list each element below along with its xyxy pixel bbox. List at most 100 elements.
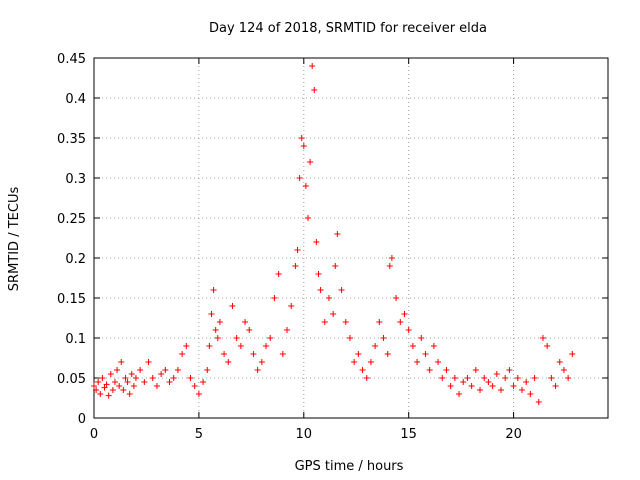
data-point [271,295,278,301]
data-point [405,327,412,333]
data-point [93,387,100,393]
data-point [166,379,173,385]
data-point [141,379,148,385]
y-tick-labels: 0 0.05 0.1 0.15 0.2 0.25 0.3 0.35 0.4 0.45 [57,52,86,427]
plot-area: 0 5 10 15 20 0 0.05 0.1 0.15 0.2 0.25 0.3 0.35 0.4 0.… [57,52,609,442]
data-point [210,287,217,293]
y-tick-label: 0.1 [65,332,86,347]
data-point [418,335,425,341]
data-point [298,135,305,141]
data-point [302,183,309,189]
data-point [539,335,546,341]
y-tick-label: 0.4 [65,92,86,107]
data-point [332,263,339,269]
data-point [439,375,446,381]
data-point [414,359,421,365]
data-point [523,379,530,385]
x-tick-label: 15 [400,427,417,442]
data-point [99,375,106,381]
data-point [304,215,311,221]
data-point [307,159,314,165]
data-point [477,387,484,393]
data-point [128,371,135,377]
data-point [552,383,559,389]
data-point [447,383,454,389]
data-point [145,359,152,365]
data-point [216,319,223,325]
data-point [153,383,160,389]
data-point [137,367,144,373]
data-point [130,383,137,389]
data-point [179,351,186,357]
data-point [464,375,471,381]
data-point [233,335,240,341]
data-point [170,375,177,381]
data-point [342,319,349,325]
chart-title: Day 124 of 2018, SRMTID for receiver eld… [209,21,487,36]
data-point [502,375,509,381]
data-point [191,383,198,389]
data-point [535,399,542,405]
data-point [95,379,102,385]
data-point [126,391,133,397]
data-point [267,335,274,341]
x-tick-labels: 0 5 10 15 20 [90,427,522,442]
data-point [363,375,370,381]
data-point [212,327,219,333]
data-point [105,392,112,399]
data-point [485,379,492,385]
x-tick-label: 10 [296,427,313,442]
data-point [481,375,488,381]
data-point [114,367,121,373]
data-point [258,359,265,365]
data-point [237,343,244,349]
data-point [242,319,249,325]
data-point [204,367,211,373]
data-point [359,367,366,373]
data-point [279,351,286,357]
data-point [284,327,291,333]
data-point [250,351,257,357]
data-point [518,387,525,393]
data-point [506,367,513,373]
data-point [109,387,116,393]
data-point [367,359,374,365]
data-point [388,255,395,261]
data-point [334,231,341,237]
data-point [510,383,517,389]
data-point [263,343,270,349]
data-point [111,379,118,385]
y-tick-label: 0 [78,412,86,427]
plot-frame [93,57,609,419]
x-tick-label: 20 [505,427,522,442]
grid [94,58,608,418]
data-point [225,359,232,365]
y-tick-label: 0.35 [57,132,86,147]
data-point [183,343,190,349]
data-point [315,271,322,277]
data-point [544,343,551,349]
y-tick-label: 0.15 [57,292,86,307]
data-point [292,263,299,269]
data-point [460,379,467,385]
data-point [443,367,450,373]
data-point [384,351,391,357]
data-point [372,343,379,349]
data-point [560,367,567,373]
data-point [208,311,215,317]
data-point [101,384,108,391]
data-point [296,175,303,181]
data-point [386,263,393,269]
data-point [309,63,316,69]
data-point [556,359,563,365]
data-point [435,359,442,365]
data-point [229,303,236,309]
data-point [195,391,202,397]
data-point [548,375,555,381]
data-point [311,87,318,93]
y-tick-label: 0.2 [65,252,86,267]
data-point [118,359,125,365]
data-point [346,335,353,341]
data-point [401,311,408,317]
